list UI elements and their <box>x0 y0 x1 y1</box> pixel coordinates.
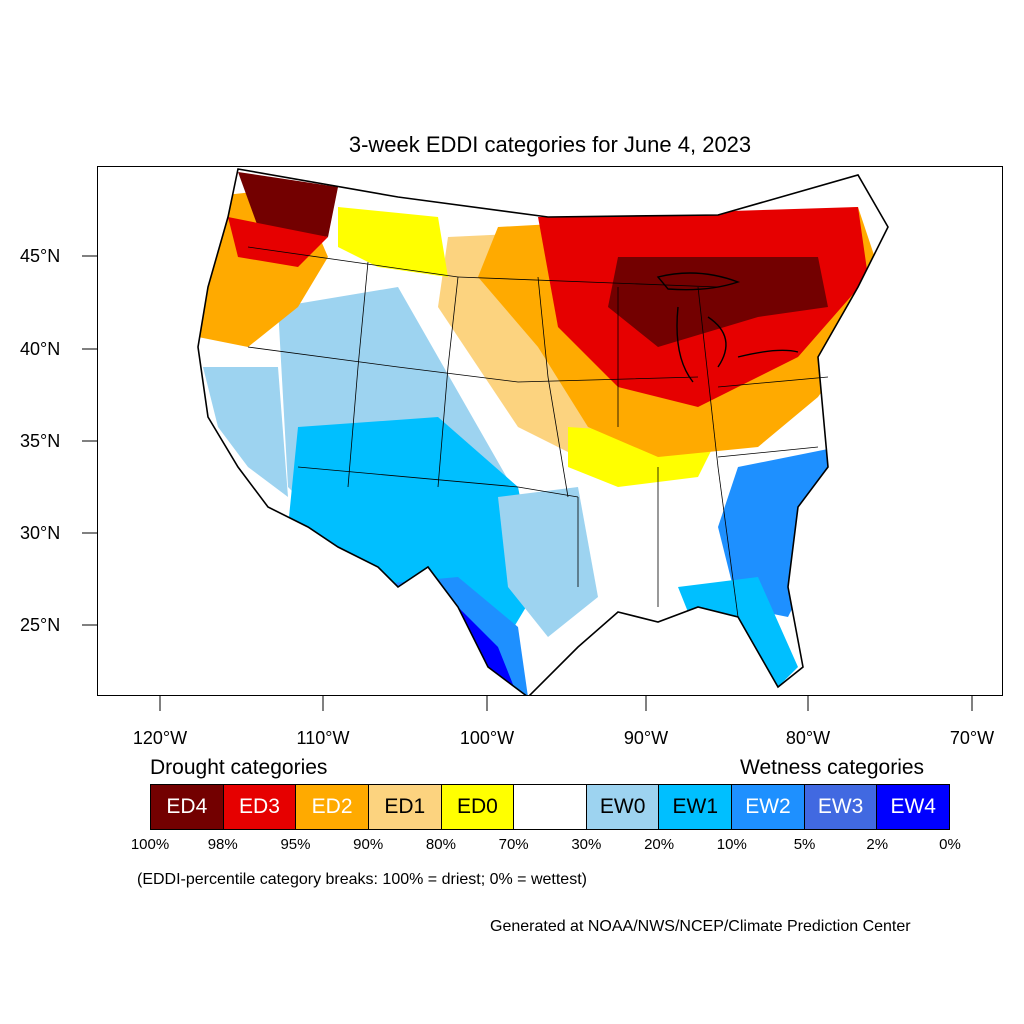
us-outline <box>197 168 889 695</box>
pacific-nw-ed4 <box>238 172 338 237</box>
legend-swatch-ew2: EW2 <box>732 785 805 829</box>
legend-swatch-neutral <box>514 785 587 829</box>
legend-break-label: 10% <box>716 836 747 853</box>
lat-label-45: 45°N <box>20 246 61 266</box>
legend-break-label: 90% <box>353 836 384 853</box>
wetness-categories-label: Wetness categories <box>740 756 925 779</box>
legend-swatch-ew3: EW3 <box>804 785 878 829</box>
lon-label-90: 90°W <box>623 728 669 748</box>
lon-label-110: 110°W <box>296 728 350 748</box>
legend-swatch-ew4: EW4 <box>877 785 950 829</box>
map-title: 3-week EDDI categories for June 4, 2023 <box>348 132 752 157</box>
legend-swatch-ew0: EW0 <box>586 785 660 829</box>
legend-break-label: 98% <box>207 836 238 853</box>
lon-label-120: 120°W <box>132 728 188 748</box>
legend-break-label: 20% <box>644 836 675 853</box>
lon-label-100: 100°W <box>459 728 515 748</box>
eddi-map <box>197 168 889 695</box>
legend-break-label: 100% <box>130 836 170 853</box>
legend-swatch-ed0: ED0 <box>441 785 515 829</box>
legend-break-label: 30% <box>571 836 602 853</box>
lat-label-40: 40°N <box>20 339 61 359</box>
legend-break-label: 0% <box>939 836 961 853</box>
florida-ew1 <box>678 577 798 687</box>
lon-label-70: 70°W <box>949 728 995 748</box>
category-note: (EDDI-percentile category breaks: 100% =… <box>137 871 587 888</box>
legend-swatch-ew1: EW1 <box>659 785 733 829</box>
gulf-ew0 <box>498 487 598 637</box>
legend-break-label: 95% <box>280 836 311 853</box>
legend-swatch-ed1: ED1 <box>368 785 442 829</box>
legend-break-label: 5% <box>793 836 816 853</box>
legend-break-label: 70% <box>498 836 529 853</box>
lat-label-35: 35°N <box>20 431 61 451</box>
lon-label-80: 80°W <box>785 728 831 748</box>
map-frame <box>97 166 1003 696</box>
lat-label-25: 25°N <box>20 615 61 635</box>
legend-swatch-ed2: ED2 <box>296 785 369 829</box>
great-lakes <box>656 272 799 383</box>
lat-label-30: 30°N <box>20 523 61 543</box>
great-lakes-ed4 <box>608 257 828 347</box>
state-borders <box>247 246 829 618</box>
legend-break-label: 2% <box>866 836 889 853</box>
credit-line: Generated at NOAA/NWS/NCEP/Climate Predi… <box>490 918 911 935</box>
legend-swatch-ed3: ED3 <box>223 785 297 829</box>
legend-swatch-ed4: ED4 <box>151 785 224 829</box>
legend-bar: ED4 ED3 ED2 ED1 ED0 EW0 EW1 EW2 EW3 EW4 <box>150 784 950 830</box>
legend-break-label: 80% <box>425 836 456 853</box>
northwest-ed0 <box>338 207 448 277</box>
west-coast-ew0 <box>203 367 288 497</box>
axis-ticks <box>82 255 973 711</box>
drought-categories-label: Drought categories <box>150 756 328 779</box>
